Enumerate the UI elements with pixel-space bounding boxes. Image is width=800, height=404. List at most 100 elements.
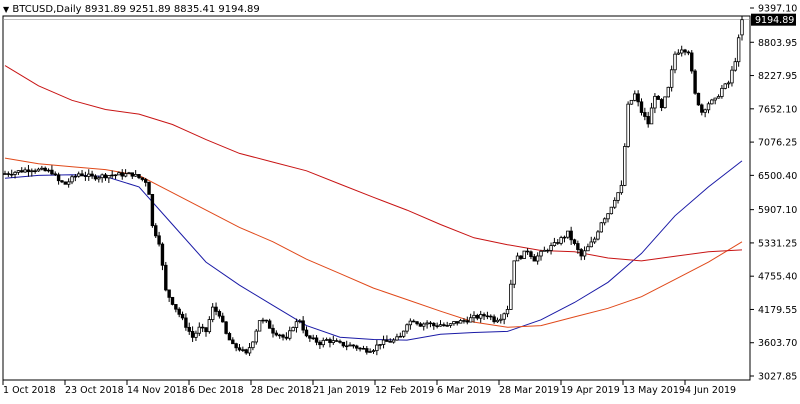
- grid: [2, 15, 751, 381]
- candle-body: [586, 246, 590, 252]
- candle-body: [566, 230, 570, 238]
- candle-body: [706, 103, 711, 111]
- candle-body: [505, 309, 510, 315]
- x-tick-label: 28 Dec 2018: [251, 385, 312, 396]
- candle-body: [733, 61, 737, 71]
- y-tick-label: 3027.85: [758, 372, 797, 383]
- candle-body: [693, 70, 697, 94]
- candle-body: [50, 169, 54, 175]
- candle-body: [720, 87, 724, 97]
- candle-body: [66, 181, 71, 185]
- candle-body: [636, 93, 640, 103]
- candle-body: [680, 49, 684, 54]
- candle-body: [210, 306, 215, 320]
- candle-body: [221, 315, 225, 323]
- candle-body: [164, 264, 168, 291]
- candle-body: [509, 283, 513, 310]
- candle-body: [53, 173, 57, 176]
- candle-body: [438, 324, 443, 327]
- x-tick-label: 6 Mar 2019: [437, 385, 491, 396]
- candle-body: [623, 146, 627, 186]
- candles: [3, 16, 744, 356]
- candle-body: [365, 348, 369, 353]
- candle-body: [308, 335, 312, 339]
- candle-body: [492, 316, 496, 323]
- candle-body: [180, 313, 185, 319]
- dropdown-triangle-icon[interactable]: ▼: [3, 5, 10, 14]
- candle-body: [3, 173, 7, 175]
- candle-body: [495, 319, 500, 323]
- candle-body: [411, 320, 416, 323]
- candle-body: [643, 112, 647, 117]
- candle-body: [435, 325, 439, 327]
- candle-body: [529, 251, 533, 257]
- candle-body: [254, 330, 258, 343]
- candle-body: [70, 176, 74, 183]
- ma-mid-line: [4, 157, 743, 328]
- candle-body: [60, 180, 64, 183]
- candle-body: [281, 334, 285, 338]
- candle-body: [160, 243, 165, 266]
- candle-body: [478, 314, 483, 319]
- candle-body: [261, 319, 265, 322]
- candle-body: [549, 245, 553, 251]
- candle-body: [542, 249, 547, 252]
- candle-body: [77, 173, 81, 177]
- candle-body: [676, 52, 681, 55]
- candle-body: [328, 339, 332, 343]
- x-tick-label: 12 Feb 2019: [375, 385, 434, 396]
- candle-body: [525, 250, 530, 253]
- x-tick-label: 14 Nov 2018: [127, 385, 188, 396]
- candle-body: [619, 184, 624, 194]
- candle-body: [475, 314, 480, 319]
- candle-body: [358, 347, 362, 350]
- candle-body: [83, 175, 88, 177]
- candle-body: [659, 99, 664, 109]
- candle-body: [274, 332, 279, 336]
- candle-body: [90, 173, 94, 177]
- candle-body: [415, 321, 419, 325]
- ma-fast-line: [4, 160, 743, 341]
- candle-body: [324, 339, 329, 341]
- y-tick-label: 7652.10: [758, 104, 797, 115]
- candle-body: [375, 344, 379, 352]
- candle-body: [656, 95, 660, 100]
- candle-body: [113, 174, 118, 177]
- candle-body: [686, 51, 691, 54]
- candle-body: [33, 170, 37, 172]
- candle-body: [36, 168, 41, 172]
- candle-body: [207, 319, 212, 333]
- candle-body: [428, 322, 433, 325]
- candle-body: [264, 319, 268, 322]
- y-tick-label: 8803.95: [758, 38, 797, 49]
- candle-body: [736, 37, 741, 63]
- candle-body: [338, 340, 342, 343]
- candle-body: [318, 341, 322, 346]
- candle-body: [472, 314, 476, 319]
- candle-body: [666, 86, 670, 98]
- candle-body: [143, 179, 148, 183]
- candle-body: [713, 97, 717, 101]
- axes: 9397.10 8803.95 8227.95 7652.10 7076.25 6500.…: [2, 4, 797, 396]
- candle-body: [388, 341, 392, 343]
- candle-body: [405, 324, 409, 332]
- chart-header: ▼ BTCUSD,Daily 8931.89 9251.89 8835.41 9…: [3, 4, 260, 15]
- candle-body: [639, 101, 644, 113]
- candle-body: [572, 239, 577, 244]
- candle-body: [609, 206, 614, 215]
- x-tick-label: 19 Apr 2019: [561, 385, 620, 396]
- candle-body: [546, 249, 550, 252]
- candle-body: [626, 103, 630, 147]
- candle-body: [267, 320, 272, 329]
- symbol-label: BTCUSD: [12, 4, 54, 15]
- candle-body: [147, 182, 151, 195]
- candle-body: [301, 320, 305, 331]
- last-price-badge: [751, 13, 796, 26]
- candle-body: [355, 345, 359, 349]
- candle-body: [227, 333, 232, 341]
- candle-body: [532, 256, 536, 262]
- candle-body: [683, 49, 687, 53]
- candle-body: [716, 96, 721, 99]
